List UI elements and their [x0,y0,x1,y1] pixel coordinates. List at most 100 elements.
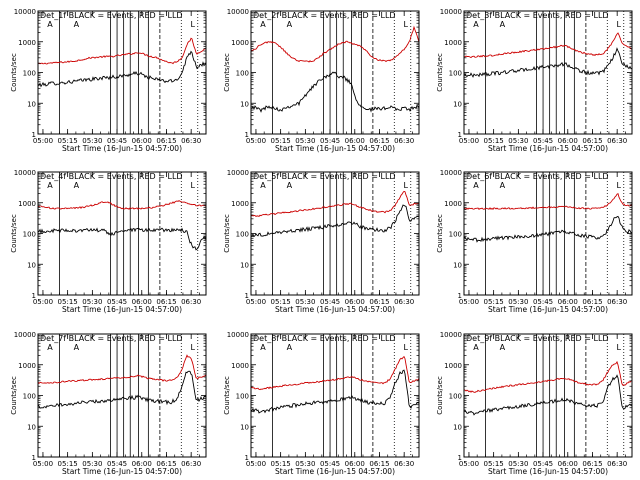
panel-title: Det_7f BLACK = Events, RED = LLD [40,334,183,343]
lld-series-line [250,25,420,63]
y-tick-label: 100 [236,393,249,401]
x-tick-label: 05:45 [533,137,553,145]
attenuator-marker: L [404,181,409,190]
y-tick-label: 10 [240,261,249,269]
y-axis-label: Counts/sec [10,53,18,92]
x-tick-label: 06:00 [132,298,152,306]
lld-series-line [250,190,420,218]
x-tick-label: 05:30 [82,460,102,468]
y-tick-label: 100 [449,393,462,401]
plot-frame [463,10,633,135]
panel-title: Det_4f BLACK = Events, RED = LLD [40,172,183,181]
y-tick-label: 1000 [18,362,36,370]
x-tick-label: 06:30 [394,137,414,145]
y-tick-label: 1 [245,292,249,300]
y-tick-label: 1 [245,454,249,462]
x-tick-label: 06:00 [558,460,578,468]
y-tick-label: 10 [453,100,462,108]
x-tick-label: 05:45 [320,298,340,306]
events-series-line [250,71,420,113]
attenuator-marker: L [191,343,196,352]
y-tick-label: 100 [236,231,249,239]
x-axis-label: Start Time (16-Jun-15 04:57:00) [62,305,182,314]
attenuator-marker: L [191,181,196,190]
x-tick-label: 06:00 [345,460,365,468]
x-tick-label: 06:15 [156,298,176,306]
x-tick-label: 05:00 [459,298,479,306]
plot-frame [250,333,420,458]
lld-series-line [463,360,633,393]
panel-title: Det_2f BLACK = Events, RED = LLD [253,11,396,20]
x-tick-label: 06:30 [607,137,627,145]
y-tick-label: 1000 [231,39,249,47]
y-tick-label: 1000 [444,200,462,208]
x-axis-label: Start Time (16-Jun-15 04:57:00) [62,144,182,153]
x-tick-label: 06:15 [582,298,602,306]
x-tick-label: 06:30 [394,460,414,468]
x-tick-label: 06:15 [369,298,389,306]
attenuator-marker: A [74,181,80,190]
y-tick-label: 100 [23,393,36,401]
attenuator-marker: A [473,20,479,29]
y-tick-label: 1 [458,292,462,300]
y-tick-label: 10000 [14,8,36,16]
x-tick-label: 05:30 [82,298,102,306]
x-axis-label: Start Time (16-Jun-15 04:57:00) [275,305,395,314]
x-tick-label: 05:00 [33,137,53,145]
x-tick-label: 06:15 [369,137,389,145]
events-series-line [250,369,420,414]
y-tick-label: 1 [458,131,462,139]
y-tick-label: 10000 [227,8,249,16]
event-markers [485,334,625,457]
x-tick-label: 06:15 [582,460,602,468]
y-tick-label: 100 [449,70,462,78]
events-series-line [37,370,207,409]
attenuator-marker: A [260,20,266,29]
event-markers [59,334,199,457]
attenuator-marker: A [500,181,506,190]
x-tick-label: 06:15 [369,460,389,468]
attenuator-marker: A [260,343,266,352]
attenuator-marker: A [500,343,506,352]
plot-frame [463,171,633,296]
plot-frame [463,333,633,458]
x-tick-label: 05:30 [295,460,315,468]
x-tick-label: 05:45 [320,460,340,468]
y-axis-label: Counts/sec [436,53,444,92]
x-tick-label: 05:45 [107,298,127,306]
lld-series-line [250,355,420,391]
x-tick-label: 05:00 [246,460,266,468]
y-tick-label: 10 [27,423,36,431]
x-axis-label: Start Time (16-Jun-15 04:57:00) [275,144,395,153]
x-tick-label: 05:45 [533,460,553,468]
x-tick-label: 05:45 [107,137,127,145]
event-markers [59,172,199,295]
events-series-line [250,204,419,238]
attenuator-marker: A [287,20,293,29]
x-tick-label: 05:30 [295,298,315,306]
x-tick-label: 05:00 [33,298,53,306]
attenuator-marker: A [473,181,479,190]
attenuator-marker: A [260,181,266,190]
y-tick-label: 10 [240,423,249,431]
x-tick-label: 06:00 [345,298,365,306]
lld-series-line [37,200,207,210]
x-tick-label: 05:15 [58,298,78,306]
x-tick-label: 05:00 [459,137,479,145]
plot-frame [250,171,420,296]
attenuator-marker: L [617,181,622,190]
y-tick-label: 10000 [227,331,249,339]
x-tick-label: 05:30 [508,298,528,306]
lld-series-line [37,37,207,65]
y-tick-label: 100 [23,231,36,239]
x-tick-label: 05:15 [484,137,504,145]
x-tick-label: 06:30 [607,298,627,306]
panel-title: Det_1f BLACK = Events, RED = LLD [40,11,183,20]
x-tick-label: 05:15 [484,298,504,306]
event-markers [272,334,412,457]
attenuator-marker: A [500,20,506,29]
x-tick-label: 05:30 [508,460,528,468]
y-tick-label: 10000 [440,331,462,339]
y-tick-label: 10000 [227,169,249,177]
